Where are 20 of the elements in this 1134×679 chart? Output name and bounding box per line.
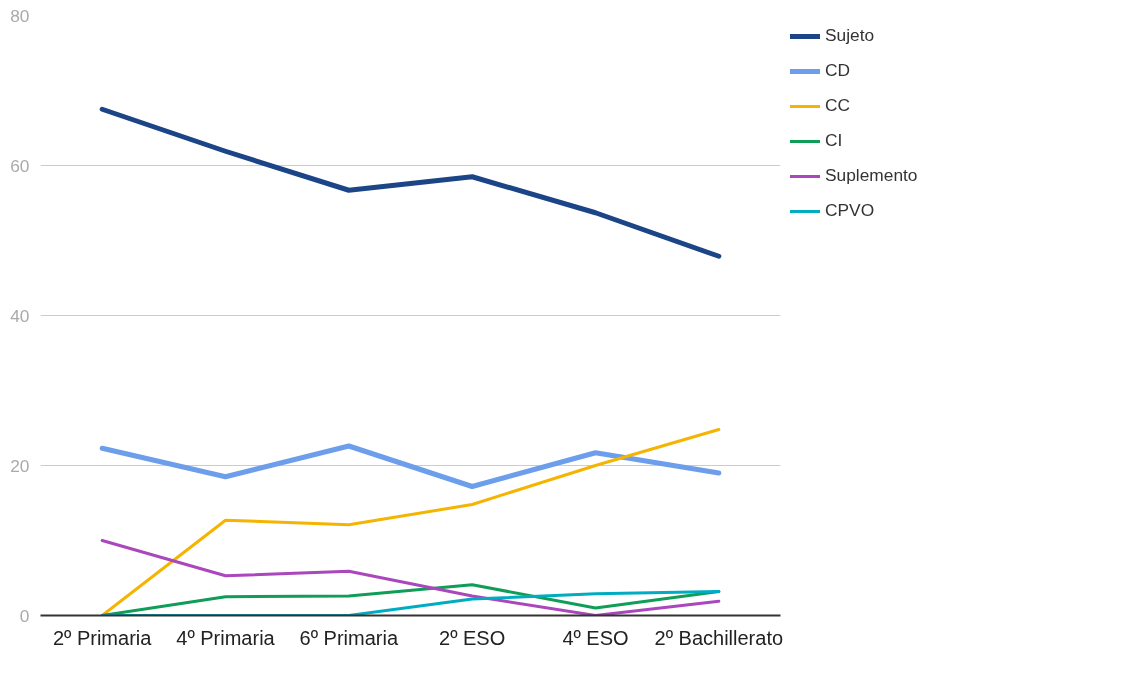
x-tick-label: 2º ESO [439,626,506,649]
line-series [100,539,721,616]
x-tick-label: 4º Primaria [176,626,276,649]
x-tick-label: 4º ESO [562,626,629,649]
y-tick-label: 60 [10,155,30,176]
legend-label: Suplemento [825,165,918,186]
y-tick-label: 80 [10,5,30,26]
x-tick-label: 6º Primaria [299,626,399,649]
line-series [100,590,721,616]
y-tick-label: 20 [10,455,30,476]
x-tick-label: 2º Bachillerato [654,626,784,649]
legend-label: CI [825,130,844,151]
line-series [100,428,721,616]
x-tick-label: 2º Primaria [52,626,153,649]
legend-label: CPVO [825,200,875,221]
legend-label: CD [825,60,851,81]
legend-label: Sujeto [825,25,875,46]
y-tick-label: 0 [19,605,30,626]
legend-label: CC [825,95,851,116]
y-tick-label: 40 [10,305,30,326]
